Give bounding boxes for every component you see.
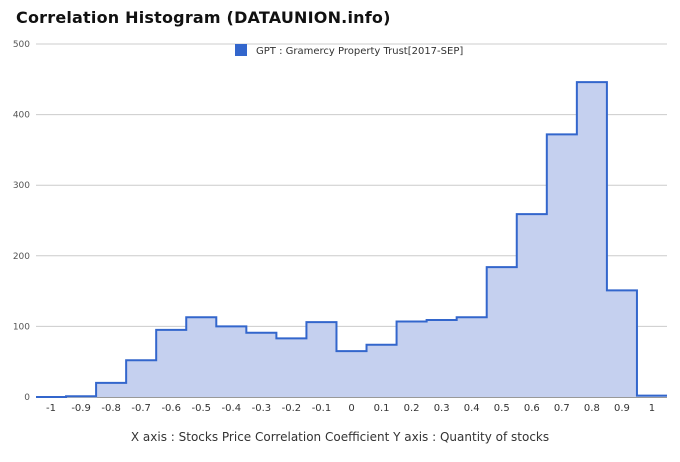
x-tick-label: 0.9 xyxy=(614,403,630,414)
x-tick-label: -0.7 xyxy=(131,403,151,414)
histogram-bar[interactable] xyxy=(216,326,246,397)
histogram-bar[interactable] xyxy=(607,290,637,397)
histogram-bar[interactable] xyxy=(276,338,306,397)
histogram-bar[interactable] xyxy=(306,322,336,397)
x-tick-label: 0 xyxy=(348,403,354,414)
x-tick-label: -0.6 xyxy=(161,403,181,414)
x-tick-label: -0.2 xyxy=(282,403,302,414)
y-tick-label: 100 xyxy=(13,322,30,332)
y-tick-label: 400 xyxy=(13,111,30,121)
histogram-bar[interactable] xyxy=(397,321,427,397)
histogram-bar[interactable] xyxy=(126,360,156,397)
x-tick-label: -0.5 xyxy=(192,403,212,414)
x-tick-label: -1 xyxy=(46,403,56,414)
histogram-bar[interactable] xyxy=(637,396,667,397)
x-tick-label: -0.3 xyxy=(252,403,272,414)
x-tick-label: -0.8 xyxy=(101,403,121,414)
y-tick-label: 500 xyxy=(13,40,30,50)
x-tick-label: 0.5 xyxy=(494,403,510,414)
legend-label: GPT : Gramercy Property Trust[2017-SEP] xyxy=(256,46,463,57)
y-tick-label: 200 xyxy=(13,252,30,262)
x-tick-label: 0.8 xyxy=(584,403,600,414)
x-tick-label: 1 xyxy=(649,403,655,414)
x-tick-label: 0.4 xyxy=(464,403,480,414)
histogram-bar[interactable] xyxy=(66,396,96,397)
x-tick-label: 0.3 xyxy=(434,403,450,414)
x-tick-label: 0.1 xyxy=(374,403,390,414)
histogram-bar[interactable] xyxy=(186,317,216,397)
histogram-fill xyxy=(36,82,667,398)
y-tick-label: 300 xyxy=(13,181,30,191)
histogram-bar[interactable] xyxy=(517,214,547,397)
y-axis-ticks: 0 100 200 300 400 500 xyxy=(13,40,30,403)
x-tick-label: 0.7 xyxy=(554,403,570,414)
histogram-bar[interactable] xyxy=(336,351,366,397)
histogram-bar[interactable] xyxy=(246,333,276,397)
y-tick-label: 0 xyxy=(24,393,30,403)
histogram-bar[interactable] xyxy=(156,330,186,397)
x-tick-label: -0.1 xyxy=(312,403,332,414)
series-area xyxy=(36,81,667,398)
legend[interactable]: GPT : Gramercy Property Trust[2017-SEP] xyxy=(235,44,463,57)
histogram-bar[interactable] xyxy=(367,345,397,397)
histogram-bar[interactable] xyxy=(427,320,457,397)
x-axis-ticks: -1 -0.9 -0.8 -0.7 -0.6 -0.5 -0.4 -0.3 -0.2 -0.1 0 0… xyxy=(46,403,655,414)
histogram-bar[interactable] xyxy=(457,317,487,397)
x-tick-label: -0.9 xyxy=(71,403,91,414)
x-tick-label: -0.4 xyxy=(222,403,242,414)
x-tick-label: 0.6 xyxy=(524,403,540,414)
legend-swatch xyxy=(235,44,247,56)
histogram-bar[interactable] xyxy=(547,134,577,397)
histogram-bar[interactable] xyxy=(96,383,126,397)
x-tick-label: 0.2 xyxy=(404,403,420,414)
chart-title: Correlation Histogram (DATAUNION.info) xyxy=(16,8,391,27)
histogram-line xyxy=(36,81,667,398)
histogram-bar[interactable] xyxy=(487,267,517,397)
histogram-bar[interactable] xyxy=(577,82,607,397)
x-axis-label: X axis : Stocks Price Correlation Coeffi… xyxy=(130,430,550,444)
